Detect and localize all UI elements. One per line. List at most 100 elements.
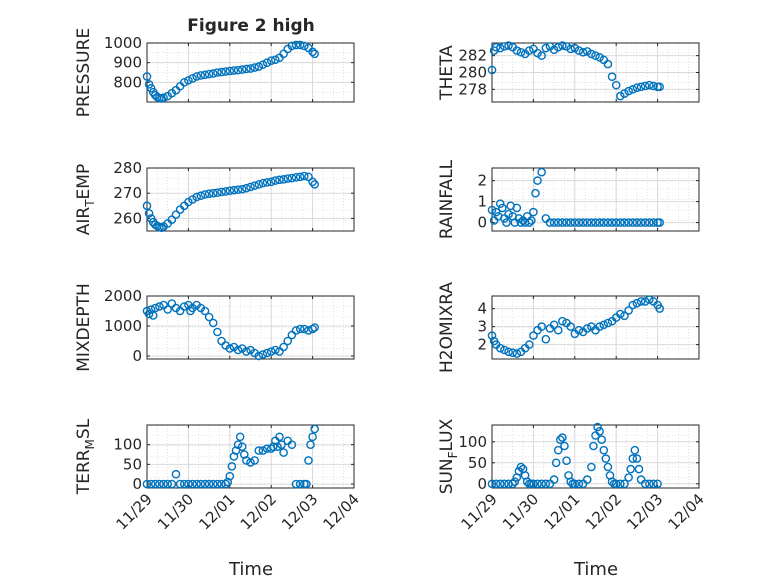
data-point: [208, 479, 218, 489]
data-point: [628, 454, 638, 463]
data-point: [200, 70, 210, 80]
data-point: [225, 471, 235, 481]
data-point: [262, 58, 272, 67]
data-point: [491, 207, 501, 217]
y-tick-label: 270: [113, 184, 142, 202]
x-tick-label: 12/04: [665, 490, 708, 533]
data-point: [291, 40, 301, 50]
y-axis-label-part: AIR: [74, 207, 94, 236]
data-point: [233, 185, 243, 194]
data-point: [258, 350, 268, 359]
y-axis-label: PRESSURE: [74, 28, 94, 117]
data-point: [254, 351, 264, 361]
data-point: [221, 479, 230, 489]
data-point: [508, 479, 518, 489]
xlabel-right: Time: [573, 559, 618, 580]
data-point: [188, 74, 197, 83]
data-point: [295, 40, 305, 50]
y-tick-label: 2: [477, 172, 487, 190]
axes-box: [146, 167, 355, 232]
data-point: [566, 322, 575, 331]
data-point: [304, 172, 313, 182]
y-axis-label-part: SL: [74, 418, 94, 439]
data-point: [235, 432, 245, 442]
data-point: [200, 479, 210, 489]
data-point: [582, 324, 592, 333]
data-point: [287, 41, 297, 51]
data-point: [587, 218, 596, 227]
data-point: [549, 218, 559, 227]
data-point: [237, 65, 247, 74]
data-point: [566, 218, 575, 227]
data-point: [570, 218, 580, 227]
data-point: [595, 322, 604, 331]
data-point: [266, 177, 276, 187]
data-point: [636, 475, 646, 484]
data-point: [192, 72, 201, 81]
data-point: [512, 349, 522, 358]
y-axis-label: MIXDEPTH: [74, 283, 94, 372]
y-tick-label: 50: [123, 455, 142, 473]
data-point: [599, 218, 609, 227]
data-point: [167, 479, 177, 489]
x-tick-label: 11/30: [154, 490, 197, 533]
data-point: [574, 325, 584, 335]
data-point: [597, 435, 607, 445]
data-point: [553, 218, 563, 227]
data-point: [531, 188, 540, 198]
y-axis-label: TERRMSL: [74, 418, 97, 495]
data-point: [541, 334, 551, 344]
data-point: [616, 479, 625, 489]
data-point: [599, 445, 609, 455]
data-point: [529, 331, 538, 340]
data-point: [246, 64, 255, 73]
data-point: [283, 336, 293, 346]
data-point: [150, 479, 160, 489]
data-point: [616, 309, 625, 319]
data-point: [217, 67, 226, 77]
data-point: [495, 343, 505, 353]
data-point: [266, 347, 276, 356]
data-point: [279, 342, 288, 352]
y-tick-label: 280: [458, 64, 487, 82]
data-point: [171, 210, 181, 219]
data-point: [512, 46, 522, 55]
data-point: [560, 441, 569, 451]
data-point: [558, 41, 567, 50]
data-point: [624, 86, 633, 96]
data-point: [502, 218, 511, 227]
data-point: [196, 479, 206, 489]
data-point: [553, 42, 563, 52]
data-point: [271, 176, 280, 185]
data-point: [574, 218, 584, 227]
data-point: [498, 203, 507, 213]
data-point: [142, 201, 152, 211]
data-point: [587, 462, 596, 472]
y-tick-label: 0: [477, 475, 487, 493]
data-point: [500, 42, 509, 51]
data-point: [279, 49, 288, 59]
data-point: [620, 218, 629, 227]
data-point: [611, 479, 621, 489]
data-point: [624, 306, 633, 315]
data-point: [279, 175, 288, 184]
y-axis-label: AIRTEMP: [74, 164, 97, 235]
data-point: [537, 167, 546, 177]
data-point: [146, 479, 156, 489]
data-point: [491, 42, 501, 52]
data-point: [549, 475, 559, 484]
data-point: [271, 55, 280, 65]
data-point: [196, 71, 206, 80]
data-point: [159, 93, 168, 102]
data-point: [200, 306, 210, 316]
y-tick-label: 800: [113, 73, 142, 91]
data-point: [213, 68, 222, 77]
data-point: [217, 187, 226, 197]
data-point: [516, 47, 526, 57]
data-point: [184, 76, 193, 85]
data-point: [262, 178, 272, 187]
y-axis-label: H2OMIXRA: [437, 282, 457, 373]
data-point: [225, 344, 235, 353]
data-point: [221, 67, 230, 76]
